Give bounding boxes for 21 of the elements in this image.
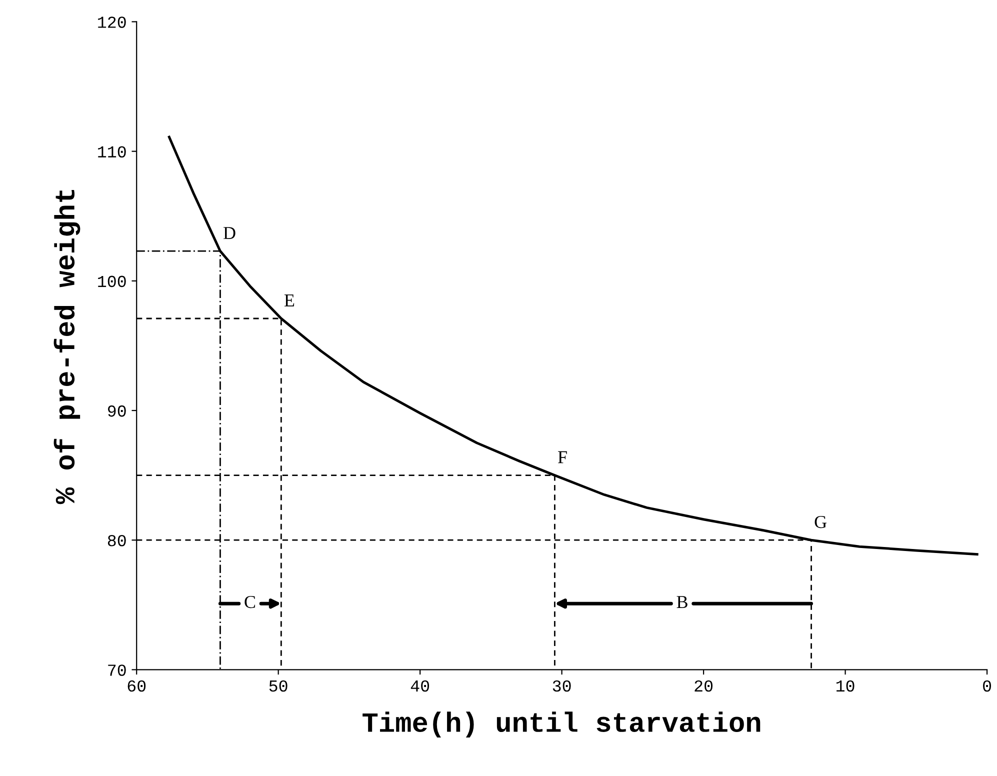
y-tick-label: 70 bbox=[108, 664, 126, 676]
y-axis-title: % of pre-fed weight bbox=[54, 190, 80, 504]
y-tick-label: 110 bbox=[98, 146, 126, 158]
annotation: B bbox=[676, 596, 688, 608]
x-tick-label: 30 bbox=[552, 680, 571, 692]
y-tick-label: 100 bbox=[98, 276, 126, 288]
y-tick-label: 90 bbox=[108, 405, 126, 417]
x-tick-label: 20 bbox=[694, 680, 713, 692]
x-tick-label: 40 bbox=[410, 680, 430, 692]
annotation: D bbox=[224, 227, 236, 239]
x-axis-title: Time(h) until starvation bbox=[362, 712, 760, 738]
x-tick-label: 60 bbox=[128, 680, 146, 692]
x-tick-label: 50 bbox=[269, 680, 288, 692]
y-tick-label: 120 bbox=[98, 16, 126, 28]
annotation: G bbox=[814, 516, 827, 528]
y-tick-label: 80 bbox=[108, 534, 126, 546]
annotation: C bbox=[244, 596, 256, 608]
x-tick-label: 0 bbox=[983, 680, 992, 692]
annotation: F bbox=[558, 451, 567, 464]
x-tick-label: 10 bbox=[836, 680, 854, 692]
annotation: E bbox=[284, 294, 294, 306]
